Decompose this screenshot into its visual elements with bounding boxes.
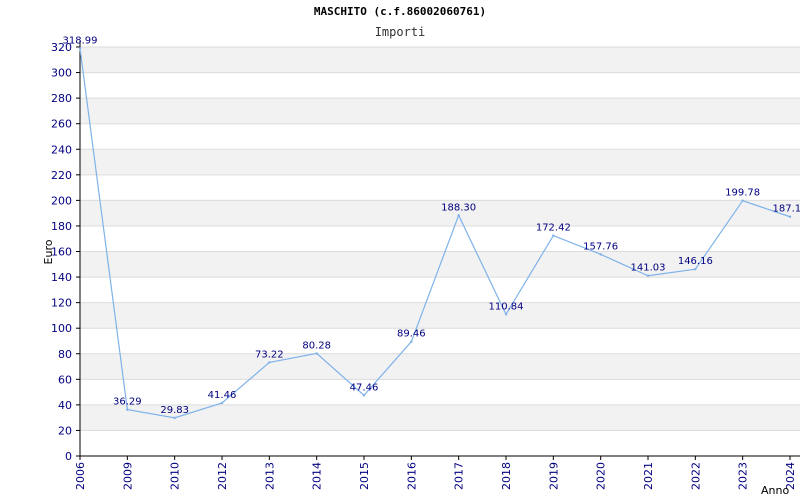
- data-point: [173, 416, 176, 420]
- chart-title: MASCHITO (c.f.86002060761): [313, 5, 487, 18]
- data-point: [220, 401, 224, 405]
- x-tick-label: 2019: [547, 462, 560, 490]
- y-tick-label: 220: [51, 169, 72, 182]
- y-tick-label: 120: [51, 297, 72, 310]
- data-label: 73.22: [255, 349, 284, 360]
- grid-band: [80, 98, 800, 124]
- data-label: 29.83: [160, 405, 189, 416]
- data-point: [268, 361, 271, 364]
- x-tick-label: 2020: [595, 462, 608, 490]
- x-tick-label: 2017: [453, 462, 466, 490]
- chart-subtitle: Importi: [374, 25, 426, 39]
- data-point: [646, 274, 650, 277]
- x-tick-label: 2014: [311, 462, 324, 490]
- grid-band: [80, 200, 800, 226]
- x-tick-label: 2021: [642, 462, 655, 490]
- x-tick-label: 2016: [405, 462, 418, 490]
- y-tick-label: 160: [51, 246, 72, 259]
- data-label: 141.03: [631, 263, 666, 274]
- x-axis-label: Anno: [761, 484, 789, 497]
- data-label: 172.42: [536, 223, 571, 234]
- data-point: [315, 352, 318, 355]
- x-tick-label: 2022: [689, 462, 702, 490]
- data-point: [504, 313, 508, 316]
- series-line: [79, 48, 791, 419]
- data-point: [457, 214, 460, 217]
- x-tick-label: 2006: [74, 462, 87, 490]
- y-tick-label: 40: [58, 399, 72, 412]
- grid-band: [80, 47, 800, 73]
- data-point: [362, 394, 366, 397]
- data-label: 36.29: [113, 397, 142, 408]
- grid-band: [80, 302, 800, 329]
- x-tick-label: 2009: [121, 462, 134, 490]
- y-tick-label: 20: [58, 424, 72, 437]
- data-label: 318.99: [63, 35, 98, 46]
- y-tick-label: 80: [58, 348, 72, 361]
- grid-band: [80, 149, 800, 175]
- grid-band: [80, 379, 800, 405]
- data-point: [741, 199, 744, 202]
- x-tick-label: 2024: [784, 462, 797, 490]
- x-tick-label: 2015: [358, 462, 371, 490]
- data-label: 146.16: [678, 256, 713, 267]
- data-label: 80.28: [302, 340, 331, 351]
- data-label: 187.19: [773, 204, 800, 215]
- y-tick-label: 0: [65, 450, 72, 463]
- data-point: [410, 340, 413, 343]
- data-label: 41.46: [208, 390, 237, 401]
- y-tick-label: 300: [51, 67, 72, 80]
- grid-band: [80, 430, 800, 456]
- x-tick-label: 2023: [737, 462, 750, 490]
- grid-band: [80, 328, 800, 354]
- data-label: 157.76: [583, 241, 618, 252]
- data-label: 188.30: [441, 202, 476, 213]
- y-tick-label: 260: [51, 118, 72, 131]
- x-tick-label: 2018: [500, 462, 513, 490]
- data-label: 89.46: [397, 329, 426, 340]
- y-tick-label: 200: [51, 194, 72, 207]
- data-point: [78, 47, 82, 50]
- y-tick-label: 180: [51, 220, 72, 233]
- grid-band: [80, 72, 800, 99]
- data-label: 47.46: [350, 382, 379, 393]
- grid-band: [80, 225, 800, 252]
- data-point: [694, 267, 697, 271]
- grid-band: [80, 404, 800, 431]
- grid-band: [80, 353, 800, 380]
- grid-band: [80, 174, 800, 201]
- grid-band: [80, 277, 800, 303]
- data-point: [788, 215, 792, 218]
- data-point: [552, 234, 555, 237]
- data-point: [599, 253, 602, 256]
- data-label: 110.84: [489, 301, 524, 312]
- y-tick-label: 140: [51, 271, 72, 284]
- y-tick-label: 320: [51, 41, 72, 54]
- data-point: [126, 408, 129, 411]
- y-axis-label: Euro: [42, 239, 55, 264]
- x-tick-label: 2013: [263, 462, 276, 490]
- x-tick-label: 2010: [169, 462, 182, 490]
- data-label: 199.78: [725, 188, 760, 199]
- x-tick-label: 2012: [216, 462, 229, 490]
- y-tick-label: 280: [51, 92, 72, 105]
- y-tick-label: 240: [51, 143, 72, 156]
- y-tick-label: 60: [58, 373, 72, 386]
- grid-band: [80, 123, 800, 150]
- y-tick-label: 100: [51, 322, 72, 335]
